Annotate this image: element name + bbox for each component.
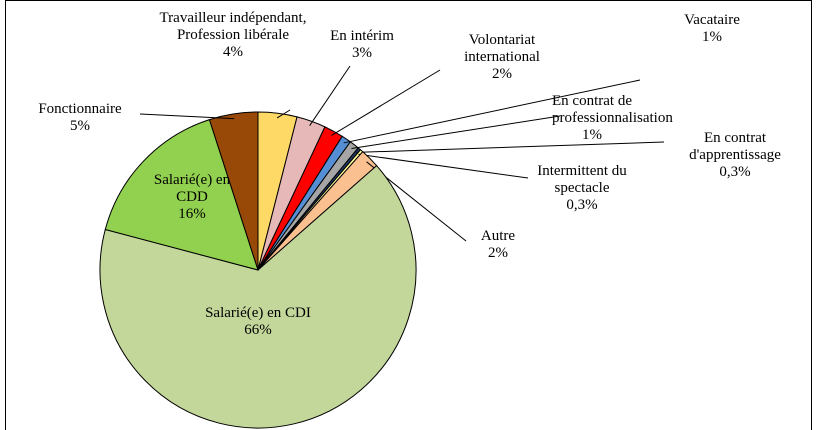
pie-slice <box>99 164 417 429</box>
slice-label: En contrat de professionnalisation 1% <box>552 93 673 144</box>
leader-line <box>358 153 529 179</box>
value-label: 4% <box>223 44 243 60</box>
category-label: Intermittent du spectacle <box>537 163 627 196</box>
value-label: 1% <box>582 127 602 143</box>
slice-label: En contrat d'apprentissage 0,3% <box>673 130 797 181</box>
value-label: 1% <box>702 29 722 45</box>
category-label: Volontariat international <box>464 32 540 65</box>
leader-line <box>276 109 291 119</box>
slice-label: En intérim 3% <box>322 28 402 62</box>
category-label: Salarié(e) en CDI <box>205 305 311 321</box>
slice-label: Vacataire 1% <box>640 12 784 46</box>
category-label: Autre <box>480 228 516 244</box>
category-label: Salarié(e) en CDD <box>153 172 231 205</box>
slice-label: Salarié(e) en CDI 66% <box>178 305 338 339</box>
value-label: 2% <box>488 245 508 261</box>
value-label: 3% <box>352 45 372 61</box>
leader-line <box>343 79 641 144</box>
category-label: En contrat de professionnalisation <box>552 93 673 126</box>
category-label: En intérim <box>330 28 394 44</box>
value-label: 0,3% <box>566 197 598 213</box>
slice-label: Travailleur indépendant, Profession libé… <box>158 10 308 61</box>
pie-slice <box>208 111 259 271</box>
category-label: Fonctionnaire <box>38 101 122 117</box>
value-label: 2% <box>492 66 512 82</box>
value-label: 5% <box>70 118 90 134</box>
slice-label: Fonctionnaire 5% <box>20 101 140 135</box>
leader-line <box>309 65 351 126</box>
value-label: 0,3% <box>719 164 751 180</box>
category-label: Travailleur indépendant, Profession libé… <box>159 10 307 43</box>
pie-slice <box>104 119 259 271</box>
slice-label: Salarié(e) en CDD 16% <box>152 172 232 223</box>
leader-line <box>356 141 665 153</box>
leader-line <box>139 113 235 120</box>
leader-line <box>331 69 441 136</box>
slice-label: Intermittent du spectacle 0,3% <box>522 163 642 214</box>
category-label: Vacataire <box>684 12 740 28</box>
leader-line <box>351 115 561 150</box>
frame <box>5 0 812 430</box>
slice-label: Volontariat international 2% <box>447 32 557 83</box>
slice-label: Autre 2% <box>473 228 523 262</box>
value-label: 66% <box>244 322 272 338</box>
value-label: 16% <box>178 206 206 222</box>
category-label: En contrat d'apprentissage <box>689 130 781 163</box>
